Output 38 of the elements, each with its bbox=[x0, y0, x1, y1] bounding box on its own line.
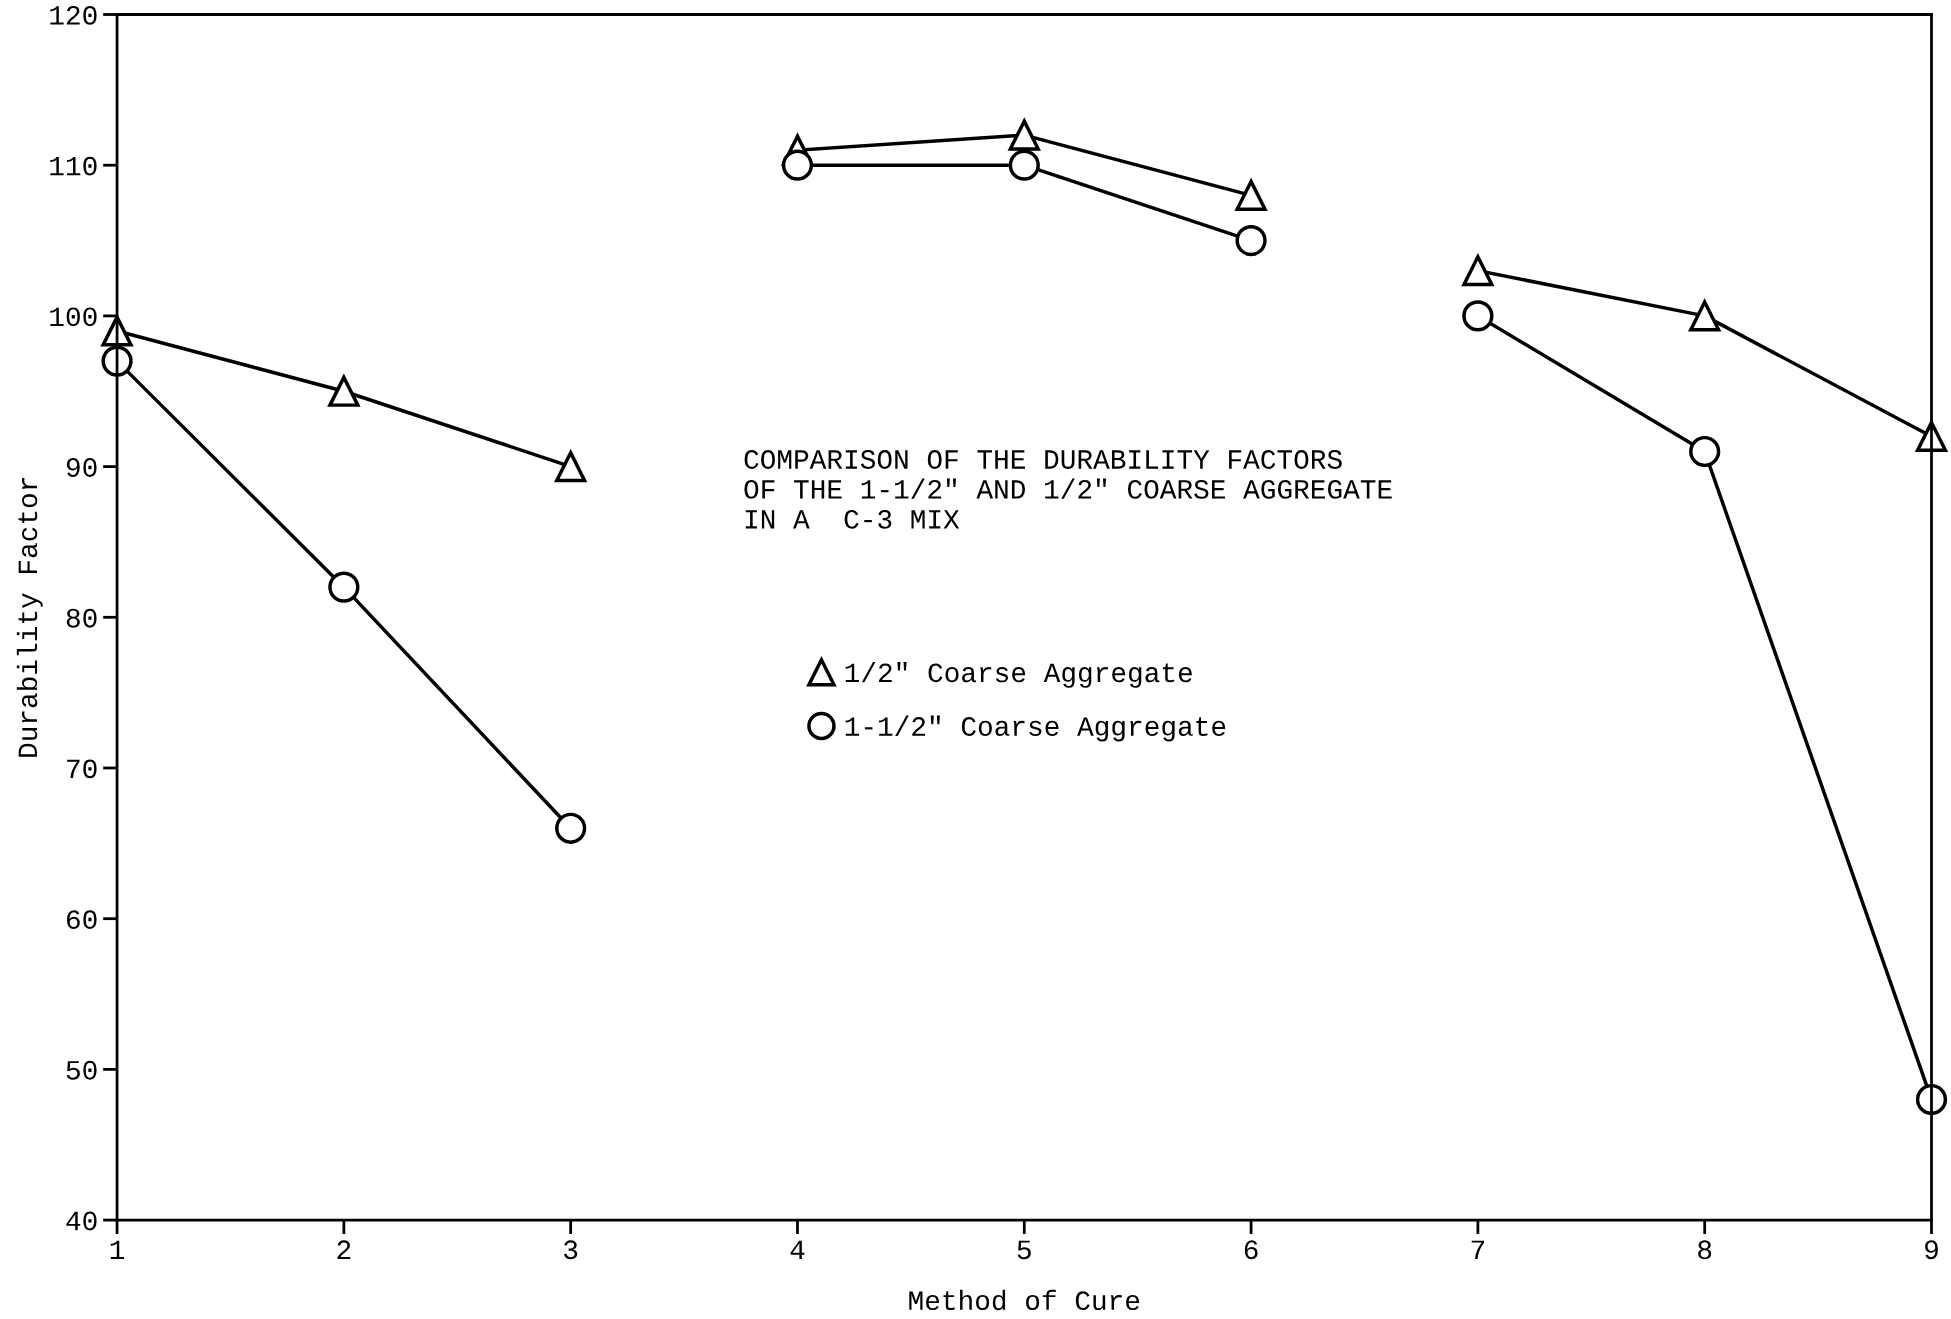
point bbox=[1008, 119, 1040, 151]
point bbox=[327, 373, 361, 407]
point bbox=[1689, 435, 1721, 468]
x-tick-label: 1 bbox=[110, 1240, 125, 1259]
y-axis-title: Durability Factor bbox=[16, 478, 43, 757]
y-tick-label: 70 bbox=[67, 759, 97, 779]
point bbox=[1234, 177, 1268, 211]
point bbox=[1462, 255, 1494, 287]
x-axis-title: Method of Cure bbox=[909, 1289, 1140, 1311]
x-tick-label: 6 bbox=[1244, 1240, 1258, 1260]
y-tick-label: 60 bbox=[67, 910, 97, 930]
point bbox=[101, 345, 133, 377]
x-tick-label: 5 bbox=[1017, 1240, 1031, 1260]
point bbox=[101, 315, 133, 347]
y-tick-label: 40 bbox=[66, 1211, 97, 1231]
x-tick-label: 8 bbox=[1698, 1240, 1712, 1260]
x-tick-label: 3 bbox=[564, 1240, 578, 1260]
point bbox=[555, 450, 587, 483]
x-tick-label: 2 bbox=[337, 1240, 351, 1259]
legend-label: 1-1/2" Coarse Aggregate bbox=[845, 715, 1226, 742]
y-tick-label: 80 bbox=[66, 608, 97, 628]
point bbox=[1008, 149, 1040, 181]
y-tick-label: 50 bbox=[66, 1060, 97, 1080]
point bbox=[328, 571, 360, 603]
y-tick-label: 100 bbox=[50, 307, 97, 327]
legend-label: 1/2" Coarse Aggregate bbox=[845, 661, 1192, 688]
x-tick-label: 4 bbox=[790, 1240, 805, 1259]
point bbox=[781, 149, 814, 181]
point bbox=[1235, 224, 1267, 257]
x-tick-label: 7 bbox=[1471, 1240, 1485, 1259]
annotation: COMPARISON OF THE DURABILITY FACTORS OF THE 1-1/2" AND 1/2" COARSE AGGREGATE IN A C-3 MIX bbox=[744, 450, 1392, 529]
point bbox=[1462, 300, 1494, 332]
y-tick-label: 120 bbox=[50, 5, 97, 25]
x-tick-label: 9 bbox=[1925, 1240, 1938, 1260]
point bbox=[1689, 300, 1721, 332]
point bbox=[555, 812, 587, 844]
y-tick-label: 90 bbox=[66, 458, 97, 477]
y-tick-label: 110 bbox=[50, 156, 97, 176]
